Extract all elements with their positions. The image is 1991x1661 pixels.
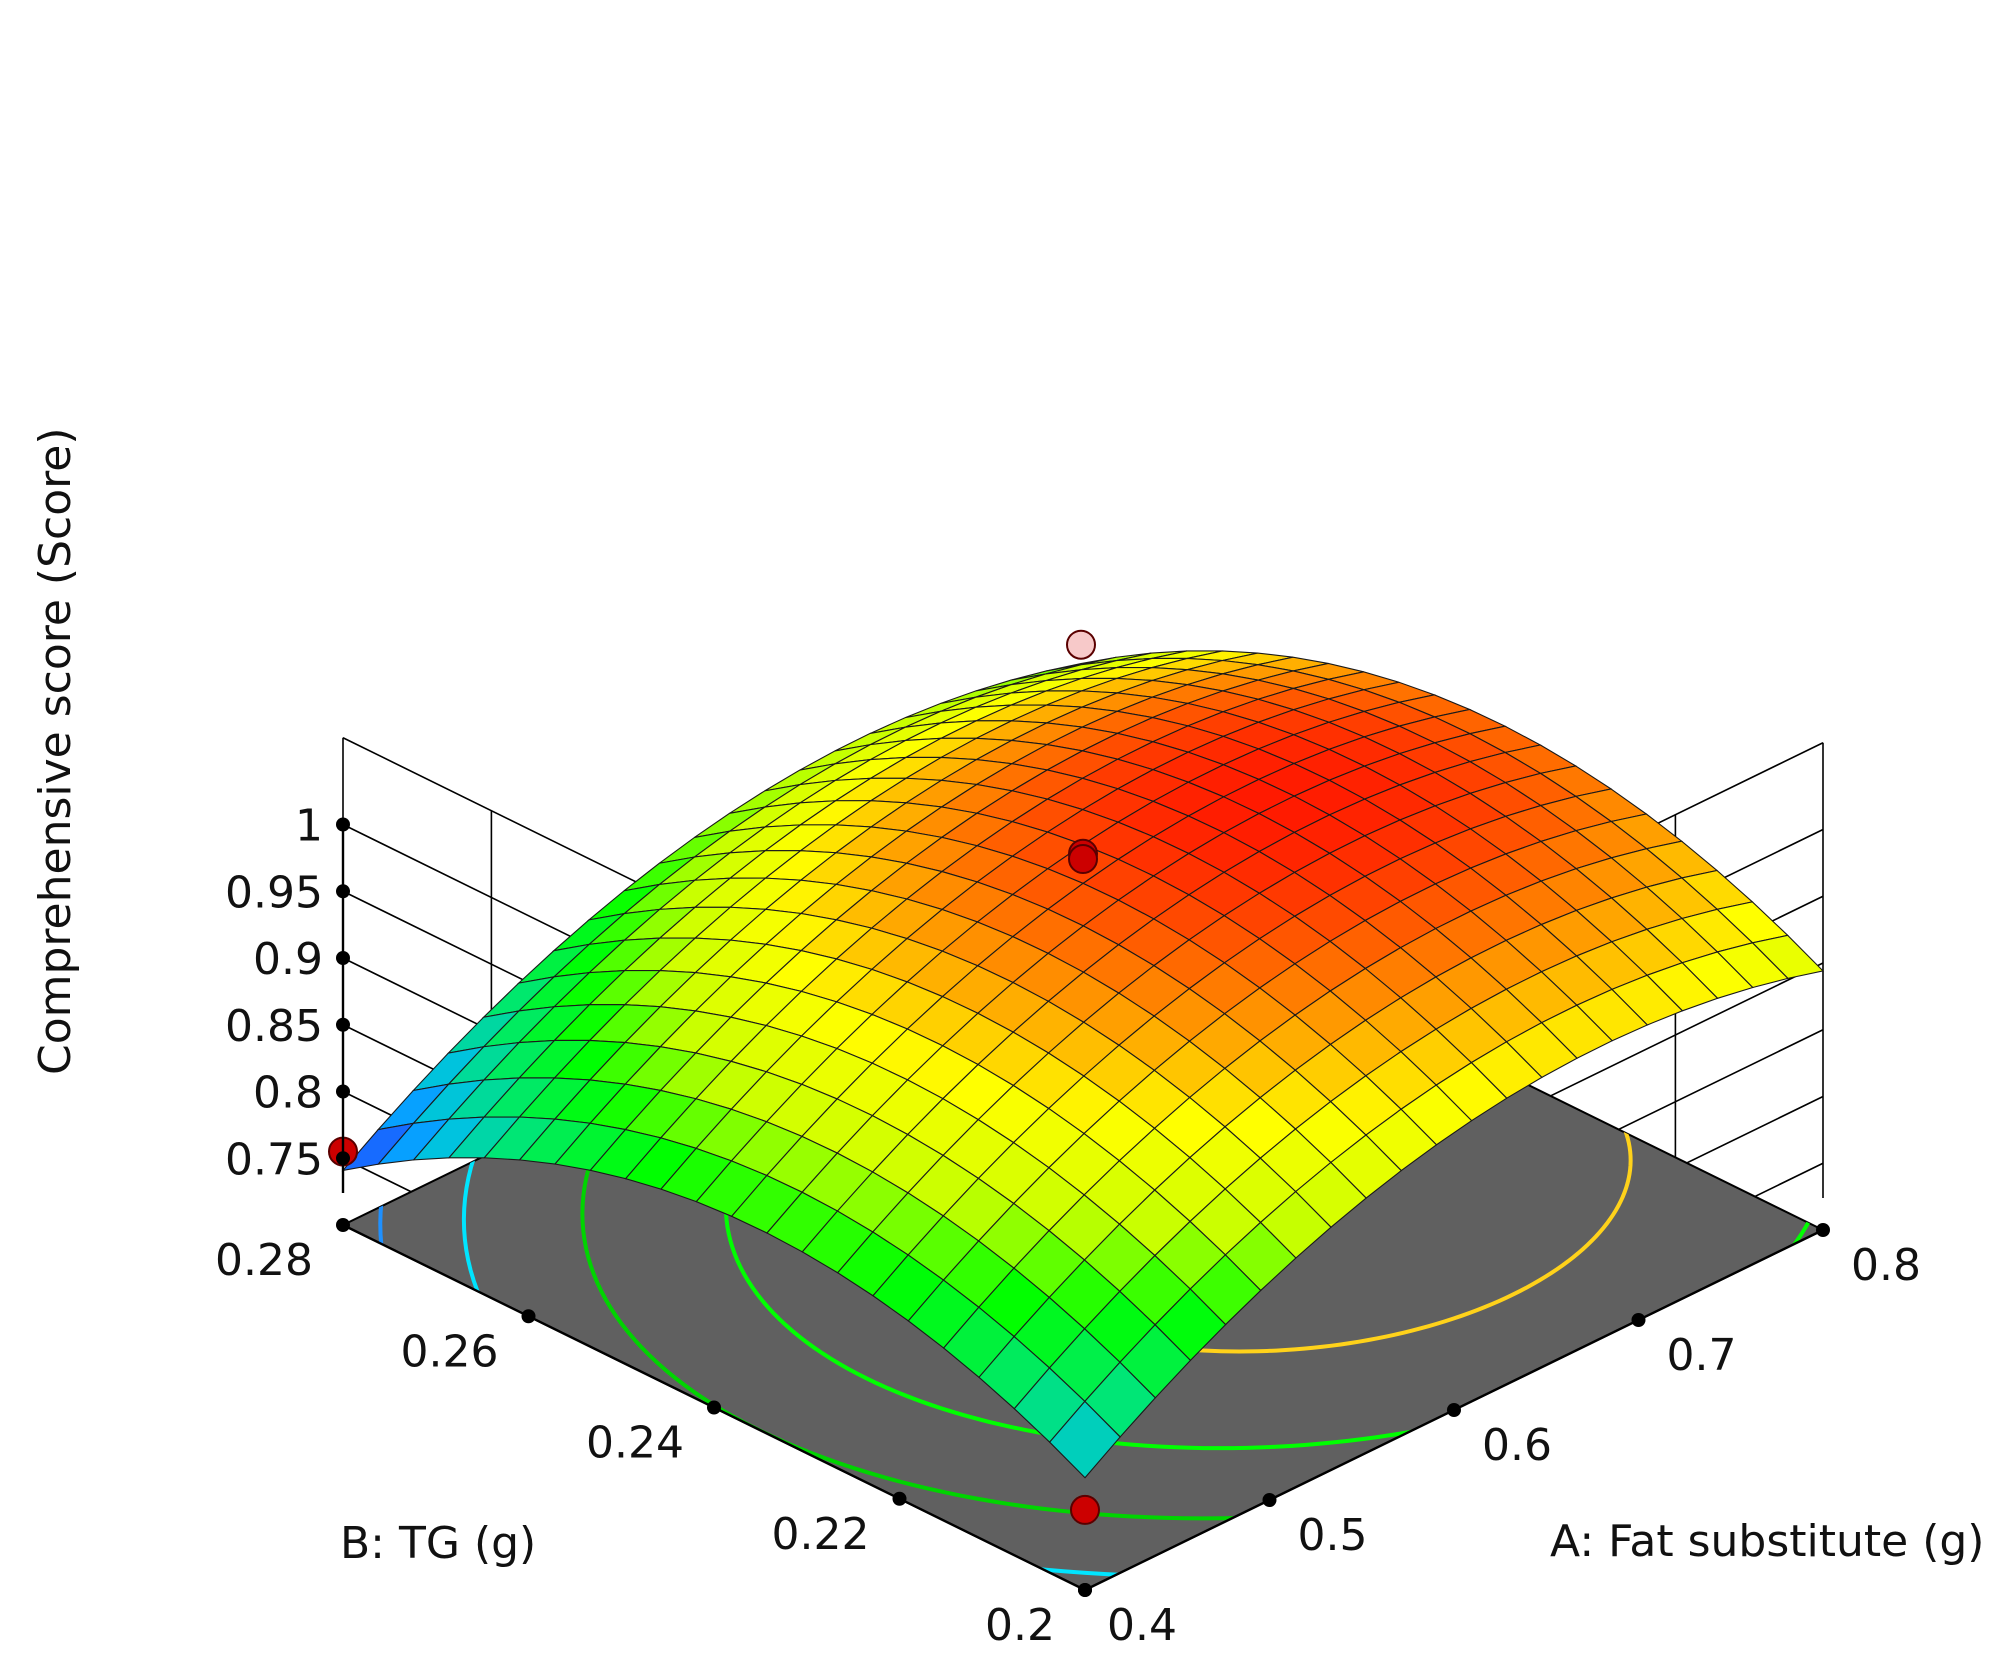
y-tick-mark xyxy=(336,1218,350,1232)
design-point xyxy=(1066,629,1096,660)
y-tick-mark xyxy=(892,1491,907,1506)
y-tick-mark xyxy=(1078,1583,1092,1597)
x-tick-label: 0.4 xyxy=(1107,1600,1177,1651)
z-tick-label: 1 xyxy=(295,801,323,852)
z-tick-mark xyxy=(336,817,350,832)
design-points xyxy=(328,629,1100,1525)
axis-labels: A: Fat substitute (g) B: TG (g) Comprehe… xyxy=(30,428,1984,1570)
design-point xyxy=(1068,844,1098,875)
y-tick-label: 0.22 xyxy=(772,1509,870,1560)
z-tick-label: 0.75 xyxy=(225,1134,323,1185)
y-tick-mark xyxy=(521,1309,536,1324)
z-tick-label: 0.9 xyxy=(253,934,323,985)
x-axis-title: A: Fat substitute (g) xyxy=(1550,1516,1984,1567)
z-axis-title: Comprehensive score (Score) xyxy=(30,428,81,1076)
z-tick-label: 0.85 xyxy=(225,1001,323,1052)
z-tick-mark xyxy=(336,884,350,899)
y-tick-label: 0.26 xyxy=(401,1326,499,1377)
x-tick-label: 0.5 xyxy=(1298,1510,1368,1561)
y-tick-label: 0.2 xyxy=(985,1600,1055,1651)
z-tick-mark xyxy=(336,1151,350,1166)
z-tick-mark xyxy=(336,951,350,965)
surface-cell xyxy=(1048,1400,1121,1479)
axes: 0.4 0.5 0.6 0.7 0.8 0.2 0.22 0.24 0.26 0.28 0.75 0.… xyxy=(215,801,1921,1652)
x-tick-mark xyxy=(1447,1403,1461,1417)
z-tick-mark xyxy=(336,1017,350,1032)
x-tick-label: 0.6 xyxy=(1482,1420,1552,1471)
y-tick-label: 0.24 xyxy=(586,1418,684,1469)
z-tick-label: 0.95 xyxy=(225,867,323,918)
response-surface xyxy=(341,650,1825,1479)
y-tick-mark xyxy=(707,1400,721,1415)
z-tick-mark xyxy=(336,1084,350,1099)
y-axis-title: B: TG (g) xyxy=(340,1518,536,1569)
x-tick-mark xyxy=(1816,1223,1830,1237)
y-tick-label: 0.28 xyxy=(215,1235,313,1286)
x-tick-mark xyxy=(1262,1493,1277,1507)
x-tick-mark xyxy=(1631,1313,1646,1327)
design-point xyxy=(1070,1494,1100,1525)
z-tick-label: 0.8 xyxy=(253,1068,323,1119)
x-tick-label: 0.7 xyxy=(1667,1330,1737,1381)
x-tick-label: 0.8 xyxy=(1851,1240,1921,1291)
